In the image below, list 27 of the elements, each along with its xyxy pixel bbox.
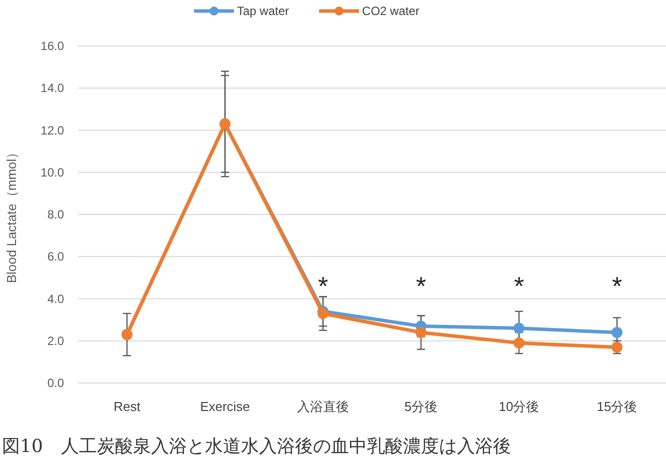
annotation: *: [416, 271, 426, 301]
y-tick-label: 10.0: [40, 165, 64, 180]
annotation: *: [612, 271, 622, 301]
y-tick-label: 6.0: [47, 250, 64, 264]
point: [514, 337, 524, 348]
point: [612, 326, 622, 338]
legend-label: Tap water: [237, 4, 290, 18]
annotation: *: [514, 271, 524, 301]
y-tick-label: 4.0: [47, 292, 64, 306]
legend-label: CO2 water: [362, 4, 420, 18]
x-tick-label: 5分後: [404, 399, 438, 414]
caption: 図10 人工炭酸泉入浴と水道水入浴後の血中乳酸濃度は入浴後: [2, 436, 511, 457]
x-tick-label: Exercise: [200, 399, 250, 414]
x-tick-label: 入浴直後: [297, 399, 349, 414]
point: [514, 322, 524, 334]
y-tick-label: 14.0: [40, 81, 64, 96]
x-tick-label: 10分後: [498, 399, 540, 414]
annotation: *: [318, 271, 328, 301]
y-tick-label: 12.0: [40, 123, 64, 138]
x-tick-label: Rest: [114, 399, 141, 414]
y-tick-label: 8.0: [47, 208, 64, 222]
y-axis-title: Blood Lactate（mmol）: [4, 146, 19, 284]
y-tick-label: 2.0: [47, 334, 64, 348]
point: [416, 326, 426, 338]
y-tick-label: 16.0: [40, 39, 64, 53]
y-tick-label: 0.0: [47, 376, 64, 390]
x-tick-label: 15分後: [596, 399, 638, 414]
